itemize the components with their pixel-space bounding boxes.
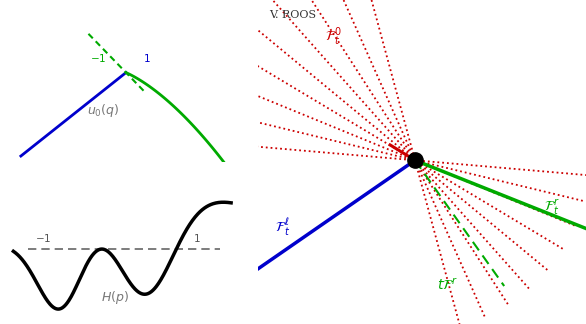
Text: $\mathcal{F}_t^0$: $\mathcal{F}_t^0$ (325, 25, 342, 48)
Text: $u_0(q)$: $u_0(q)$ (87, 102, 120, 119)
Text: $\mathcal{F}_t^r$: $\mathcal{F}_t^r$ (544, 198, 559, 217)
Text: $1$: $1$ (143, 52, 151, 64)
Text: $1$: $1$ (193, 232, 201, 244)
Text: $H(p)$: $H(p)$ (101, 289, 129, 306)
Text: $-1$: $-1$ (35, 232, 52, 244)
Text: $-1$: $-1$ (90, 52, 106, 64)
Text: V. ROOS: V. ROOS (270, 10, 316, 20)
Text: $\mathcal{F}_t^\ell$: $\mathcal{F}_t^\ell$ (275, 217, 291, 238)
Text: $t\mathcal{F}^r$: $t\mathcal{F}^r$ (437, 277, 458, 293)
